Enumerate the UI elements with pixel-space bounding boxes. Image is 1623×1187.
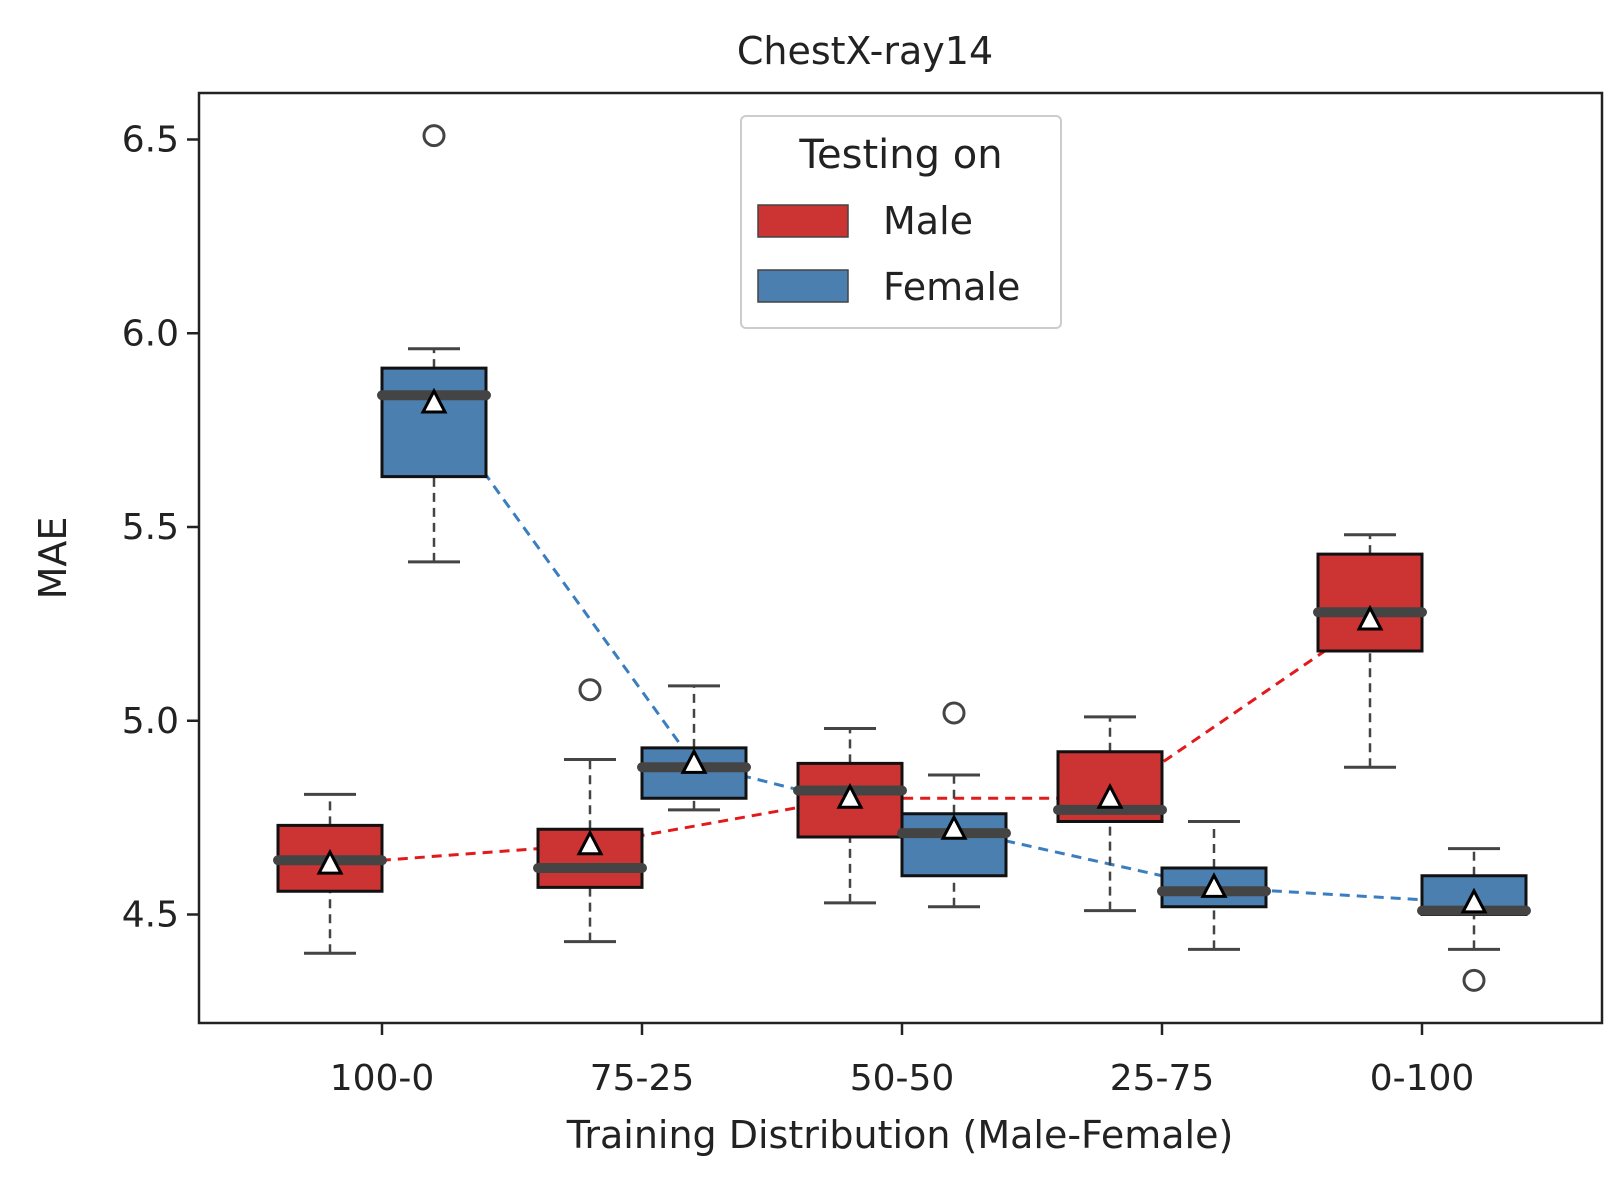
outlier-male [578, 678, 602, 702]
mean-line-female [432, 402, 1475, 905]
box-female [380, 366, 488, 479]
legend-label-male: Male [883, 199, 973, 243]
x-tick-label: 50-50 [850, 1058, 955, 1099]
legend-swatch-male [757, 204, 849, 238]
y-tick-label: 5.0 [122, 701, 179, 742]
x-tick-label: 100-0 [330, 1058, 435, 1099]
mean-marker-female [1460, 887, 1488, 914]
mean-marker-female [680, 748, 708, 774]
box-male [1316, 552, 1424, 653]
x-tick-label: 75-25 [590, 1058, 695, 1099]
y-tick-label: 5.5 [122, 507, 179, 548]
y-tick-label: 4.5 [122, 895, 179, 936]
boxes [273, 124, 1531, 992]
y-tick-label: 6.5 [122, 120, 179, 161]
legend: Testing on Male Female [740, 115, 1062, 329]
x-tick-label: 0-100 [1370, 1058, 1475, 1099]
mean-marker-male [576, 829, 604, 856]
mean-marker-female [420, 387, 448, 414]
mean-markers [316, 387, 1488, 914]
outlier-female [1462, 968, 1486, 992]
plot-frame [197, 91, 1604, 1025]
y-axis: 4.5 5.0 5.5 6.0 6.5 [122, 120, 199, 936]
outlier-female [942, 701, 966, 725]
legend-title: Testing on [798, 132, 1002, 178]
mean-marker-male [836, 783, 864, 809]
y-axis-label: MAE [31, 517, 75, 600]
x-axis: 100-0 75-25 50-50 25-75 0-100 [330, 1023, 1475, 1099]
legend-label-female: Female [883, 265, 1020, 309]
x-axis-label: Training Distribution (Male-Female) [566, 1113, 1234, 1157]
y-tick-label: 6.0 [122, 313, 179, 354]
mean-marker-female [1200, 872, 1228, 898]
mean-marker-male [1356, 604, 1384, 631]
legend-swatch-female [757, 269, 849, 303]
mean-lines [329, 402, 1475, 905]
outlier-female [422, 124, 446, 148]
chart-title: ChestX-ray14 [737, 29, 993, 73]
mean-marker-male [316, 848, 344, 875]
mean-marker-male [1096, 783, 1124, 809]
mean-line-male [329, 618, 1371, 866]
mean-marker-female [940, 814, 968, 840]
x-tick-label: 25-75 [1110, 1058, 1215, 1099]
